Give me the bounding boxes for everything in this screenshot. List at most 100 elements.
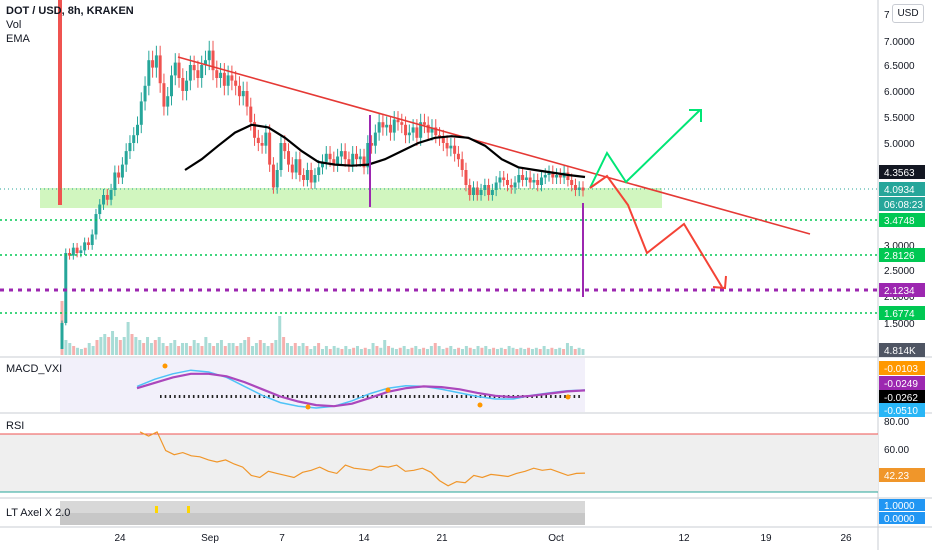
descending-trendline[interactable] — [177, 56, 811, 235]
volume-bar — [87, 343, 91, 355]
volume-indicator-label[interactable]: Vol — [6, 19, 22, 31]
candle-body — [362, 156, 366, 168]
macd-badge — [879, 361, 925, 375]
ema-indicator-label[interactable]: EMA — [6, 33, 30, 45]
macd-cross-dot — [162, 363, 168, 369]
volume-bar — [173, 340, 177, 355]
symbol-title[interactable]: DOT / USD, 8h, KRAKEN — [6, 5, 134, 17]
volume-bar — [328, 349, 332, 355]
time-axis[interactable]: 24 Sep 7 14 21 Oct 12 19 26 — [114, 533, 852, 544]
candle-body — [305, 170, 309, 180]
candle-body — [275, 170, 279, 188]
rsi-pane-label[interactable]: RSI — [6, 420, 25, 432]
macd-histogram-bar — [291, 395, 294, 398]
macd-histogram-bar — [545, 395, 547, 398]
macd-histogram-bar — [249, 395, 251, 398]
rsi-line — [139, 431, 586, 487]
price-badge — [879, 165, 925, 179]
macd-histogram-bar — [235, 395, 237, 398]
macd-badge — [879, 376, 925, 390]
volume-bar — [64, 340, 68, 355]
currency-button[interactable]: USD — [892, 4, 924, 23]
macd-histogram-bar — [456, 395, 458, 398]
macd-histogram-bar — [160, 395, 162, 398]
macd-histogram-bar — [470, 395, 472, 398]
macd-histogram-bar — [258, 395, 261, 398]
macd-histogram-bar — [442, 395, 444, 398]
candle-body — [237, 85, 241, 97]
candle-body — [154, 55, 158, 68]
price-badge-label: 1.6774 — [884, 309, 915, 320]
volume-bar — [297, 346, 301, 355]
macd-histogram-bar — [286, 395, 289, 398]
volume-bar — [546, 349, 550, 355]
macd-histogram-bar — [338, 395, 341, 398]
macd-histogram-bar — [357, 395, 359, 398]
volume-bar — [208, 343, 212, 355]
macd-histogram-bar — [395, 395, 397, 398]
candle-body — [260, 143, 264, 146]
volume-bar — [534, 347, 538, 355]
candle-body — [339, 151, 343, 157]
macd-histogram-bar — [211, 395, 214, 398]
macd-pane-label[interactable]: MACD_VXI — [6, 363, 63, 375]
candle-body — [370, 143, 374, 146]
axel-tick-label: 1.0000 — [884, 501, 915, 512]
candle-body — [573, 185, 577, 190]
volume-bar — [138, 340, 142, 355]
volume-bar — [309, 349, 313, 355]
axel-signal-marker — [187, 506, 190, 513]
axel-pane-label[interactable]: LT Axel X 2.0 — [6, 507, 71, 519]
volume-bar — [511, 347, 515, 355]
volume-bar — [204, 337, 208, 355]
candle-body — [177, 62, 181, 78]
price-badge — [879, 197, 925, 211]
volume-bar — [157, 337, 161, 355]
volume-bar — [282, 337, 286, 355]
candle-body — [332, 159, 336, 165]
volume-bar — [344, 346, 348, 355]
candle-body — [98, 204, 102, 215]
volume-bar — [359, 349, 363, 355]
candle-body — [302, 175, 306, 180]
volume-bar — [383, 340, 387, 355]
volume-bar — [227, 343, 231, 355]
candle-body — [532, 180, 536, 183]
macd-histogram-bar — [319, 395, 322, 398]
volume-bar — [581, 349, 585, 355]
candle-body — [487, 185, 491, 195]
support-zone[interactable] — [40, 188, 662, 208]
macd-badge-label: -0.0249 — [884, 379, 918, 390]
candle-body — [124, 151, 128, 165]
candle-body — [136, 124, 140, 136]
volume-bar — [340, 349, 344, 355]
volume-bar — [402, 346, 406, 355]
volume-bar — [293, 343, 297, 355]
bearish-projection-path[interactable] — [589, 174, 723, 288]
candle-body — [472, 187, 476, 195]
volume-bar — [289, 346, 293, 355]
volume-bar — [146, 337, 150, 355]
candle-body — [68, 253, 72, 256]
candle-body — [396, 119, 400, 123]
axel-pane-bar-low — [60, 513, 585, 525]
volume-bar — [165, 346, 169, 355]
candle-body — [64, 253, 68, 323]
candle-body — [324, 153, 328, 162]
candle-body — [328, 153, 332, 160]
macd-histogram-bar — [183, 395, 186, 398]
candle-body — [264, 132, 268, 146]
macd-histogram-bar — [540, 395, 543, 398]
volume-bar — [212, 346, 216, 355]
candle-body — [354, 153, 358, 160]
candle-body — [113, 172, 117, 190]
bullish-projection-path[interactable] — [589, 109, 701, 189]
macd-histogram-bar — [554, 395, 557, 398]
macd-histogram-bar — [333, 395, 336, 398]
volume-bar — [515, 349, 519, 355]
macd-histogram-bar — [427, 395, 430, 398]
volume-bar — [321, 349, 324, 355]
candle-body — [230, 75, 234, 81]
volume-bar — [390, 347, 394, 355]
